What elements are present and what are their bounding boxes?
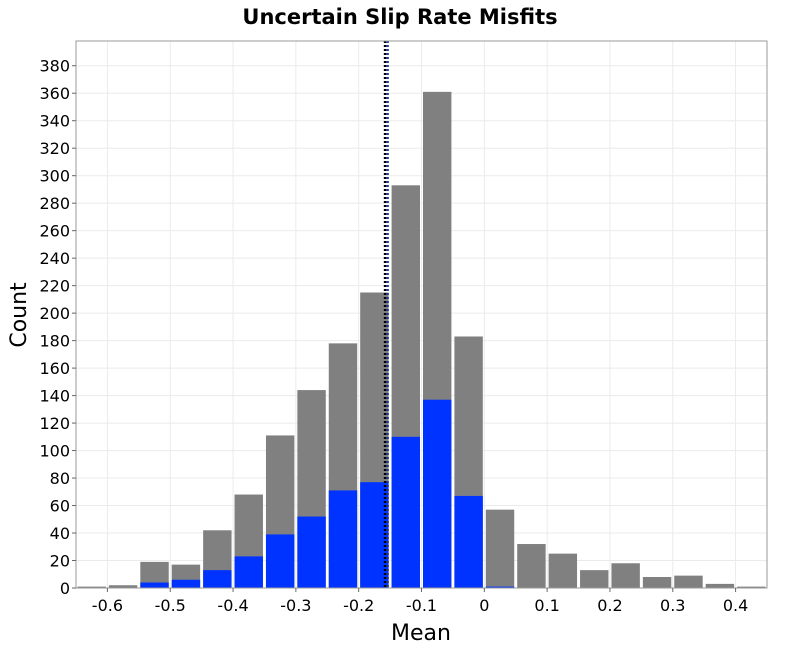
y-tick-label: 140: [39, 387, 70, 406]
bar-subset: [140, 582, 169, 588]
x-tick-label: -0.3: [280, 596, 311, 615]
y-tick-label: 40: [50, 524, 70, 543]
bar-total: [108, 585, 138, 588]
bar-total: [642, 577, 672, 588]
bar-subset: [171, 579, 201, 588]
y-tick-label: 360: [39, 84, 70, 103]
bar-total: [580, 570, 609, 588]
bar-total: [737, 586, 766, 588]
x-tick-label: 0.2: [597, 596, 622, 615]
bar-total: [674, 575, 703, 588]
plot-area: 0 20 40 60 80 100 120 140 160 180 200 220 240 260 280 3…: [39, 40, 768, 615]
y-tick-label: 20: [50, 552, 70, 571]
y-tick-label: 320: [39, 139, 70, 158]
bar-subset: [234, 556, 263, 588]
y-tick-label: 120: [39, 414, 70, 433]
y-tick-label: 240: [39, 249, 70, 268]
chart-title: Uncertain Slip Rate Misfits: [242, 5, 557, 29]
bar-total: [705, 583, 735, 588]
y-tick-label: 200: [39, 304, 70, 323]
bar-subset: [423, 399, 452, 588]
x-tick-label: 0.3: [660, 596, 685, 615]
bar-total: [485, 509, 515, 588]
y-tick-label: 80: [50, 469, 70, 488]
y-tick-label: 220: [39, 277, 70, 296]
y-tick-label: 180: [39, 332, 70, 351]
bar-subset: [391, 436, 420, 588]
y-axis-title: Count: [7, 282, 32, 348]
bar-total: [77, 586, 106, 588]
bar-subset: [485, 586, 515, 588]
y-tick-label: 340: [39, 112, 70, 131]
y-tick-label: 380: [39, 57, 70, 76]
y-tick-label: 280: [39, 194, 70, 213]
x-tick-label: 0.1: [534, 596, 559, 615]
bar-total: [548, 553, 578, 588]
x-axis-title: Mean: [391, 621, 451, 646]
y-tick-label: 300: [39, 167, 70, 186]
x-tick-label: -0.6: [92, 596, 123, 615]
bar-subset: [454, 495, 483, 588]
bar-subset: [328, 490, 358, 588]
y-tick-label: 60: [50, 497, 70, 516]
bar-subset: [265, 534, 295, 588]
y-tick-label: 160: [39, 359, 70, 378]
y-tick-label: 0: [60, 579, 70, 598]
bar-total: [517, 544, 546, 588]
bar-total: [611, 563, 640, 588]
y-tick-label: 100: [39, 442, 70, 461]
x-tick-label: -0.1: [406, 596, 437, 615]
bar-subset: [203, 570, 232, 588]
bar-subset: [297, 516, 326, 588]
x-tick-label: -0.4: [217, 596, 248, 615]
x-tick-label: -0.5: [155, 596, 186, 615]
x-tick-label: -0.2: [343, 596, 374, 615]
x-tick-label: 0: [479, 596, 489, 615]
x-tick-label: 0.4: [723, 596, 748, 615]
y-tick-label: 260: [39, 222, 70, 241]
